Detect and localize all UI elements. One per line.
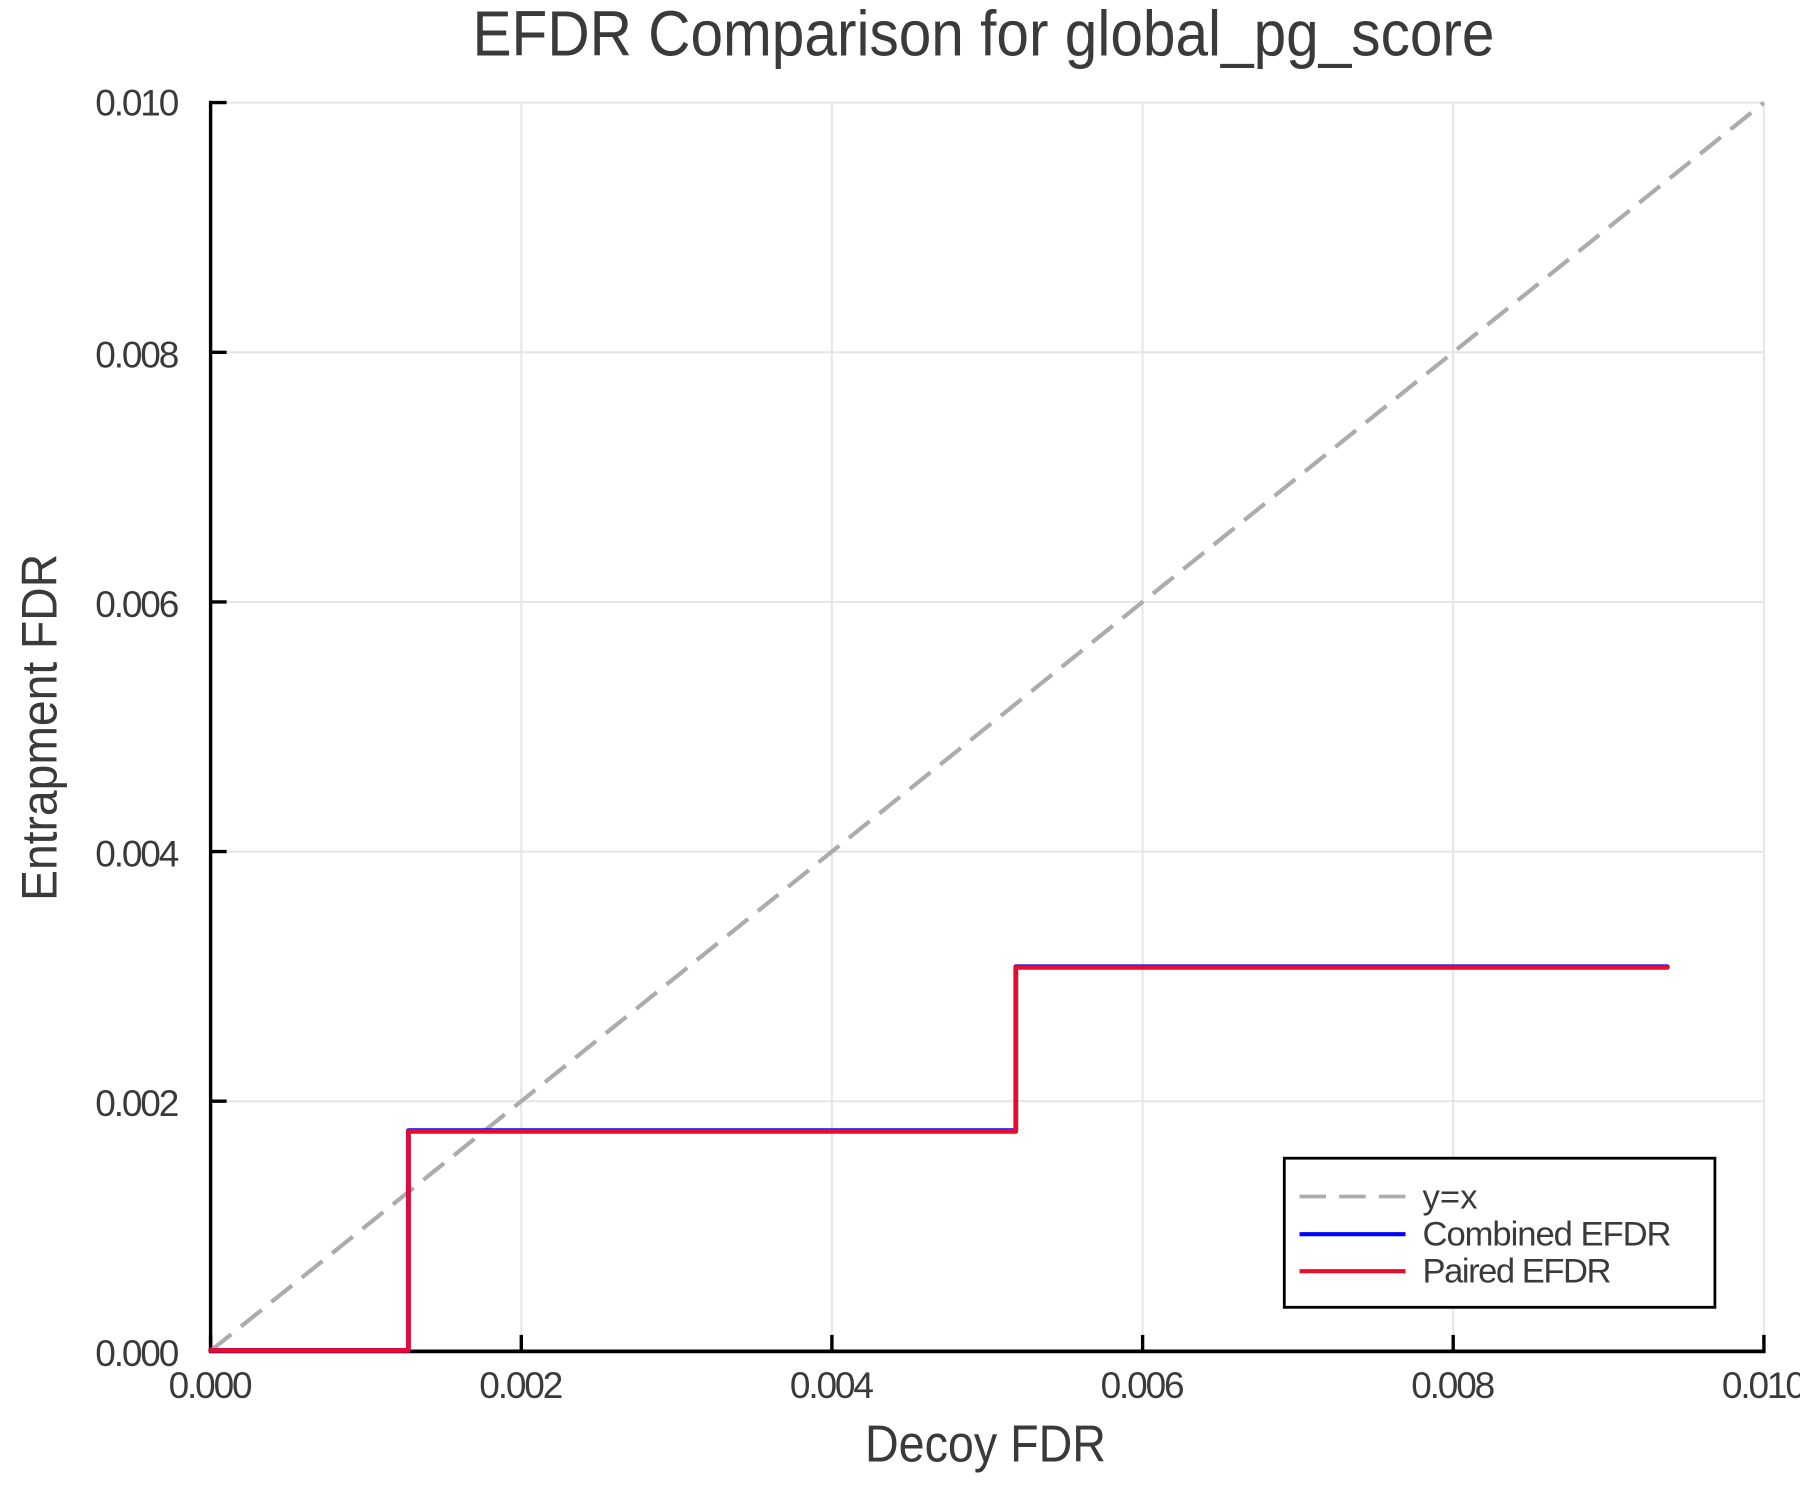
svg-text:0.008: 0.008 (95, 334, 179, 375)
svg-text:0.000: 0.000 (169, 1365, 253, 1406)
svg-text:0.002: 0.002 (479, 1365, 563, 1406)
svg-text:Decoy FDR: Decoy FDR (865, 1415, 1106, 1473)
svg-text:Paired EFDR: Paired EFDR (1423, 1252, 1612, 1290)
svg-text:Entrapment FDR: Entrapment FDR (11, 554, 67, 901)
svg-text:0.010: 0.010 (95, 83, 179, 124)
svg-text:0.004: 0.004 (790, 1365, 874, 1406)
svg-text:0.004: 0.004 (95, 834, 179, 875)
svg-text:0.006: 0.006 (95, 584, 179, 625)
svg-text:EFDR Comparison for global_pg_: EFDR Comparison for global_pg_score (473, 0, 1495, 69)
svg-text:0.008: 0.008 (1411, 1365, 1495, 1406)
svg-text:0.006: 0.006 (1101, 1365, 1185, 1406)
svg-text:0.002: 0.002 (95, 1083, 179, 1124)
svg-text:0.010: 0.010 (1722, 1365, 1800, 1406)
svg-text:y=x: y=x (1423, 1179, 1478, 1217)
svg-text:0.000: 0.000 (95, 1333, 179, 1374)
svg-text:Combined EFDR: Combined EFDR (1423, 1216, 1672, 1254)
